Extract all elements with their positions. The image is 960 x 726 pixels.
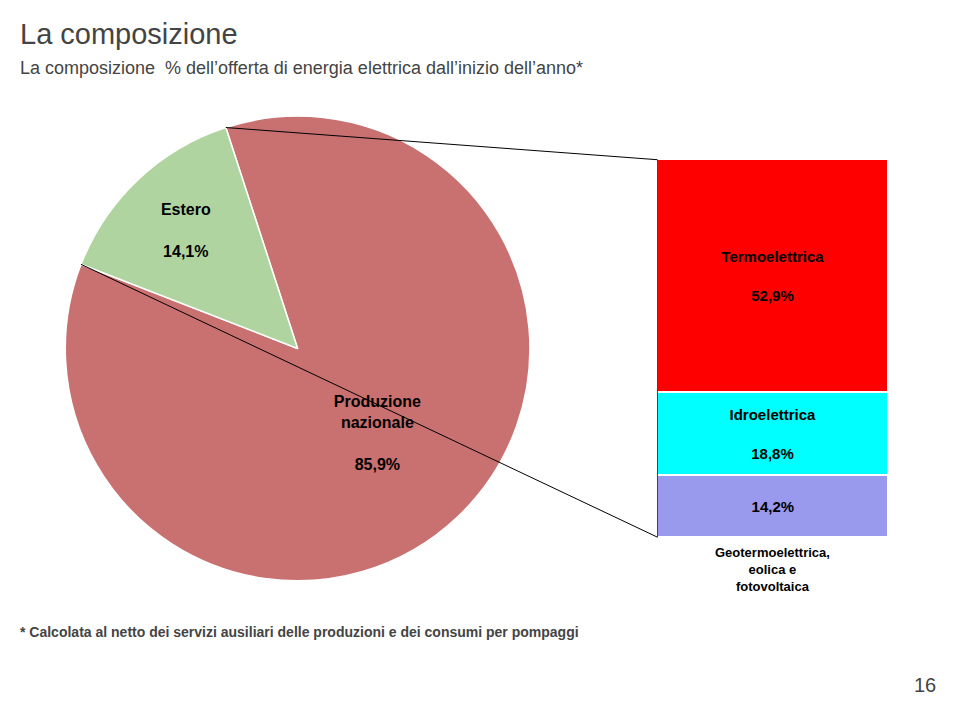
svg-text:Idroelettrica18,8%: Idroelettrica18,8% xyxy=(730,406,817,462)
svg-text:La composizione % dell’offert: La composizione % dell’offerta di energi… xyxy=(20,58,583,78)
svg-text:* Calcolata al netto dei servi: * Calcolata al netto dei servizi ausilia… xyxy=(20,624,579,640)
svg-text:14,2%: 14,2% xyxy=(752,498,795,515)
svg-text:Estero14,1%: Estero14,1% xyxy=(161,201,211,260)
svg-text:La composizione: La composizione xyxy=(20,18,238,50)
svg-text:16: 16 xyxy=(914,674,936,696)
svg-text:Geotermoelettrica,eolica efoto: Geotermoelettrica,eolica efotovoltaica xyxy=(715,545,830,594)
svg-text:Termoelettrica52,9%: Termoelettrica52,9% xyxy=(721,248,824,304)
svg-text:Produzionenazionale85,9%: Produzionenazionale85,9% xyxy=(334,393,421,472)
